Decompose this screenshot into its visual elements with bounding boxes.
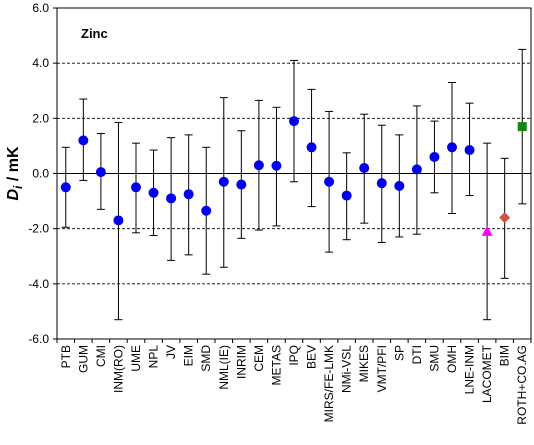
x-tick-label: JV <box>164 345 178 359</box>
x-tick-label: LACOMET <box>480 344 494 403</box>
x-tick-label: VMT/PFI <box>375 345 389 392</box>
point <box>481 225 493 236</box>
point <box>78 135 89 146</box>
x-tick-label: LNE-INM <box>463 345 477 394</box>
x-axis-ticks <box>56 339 532 343</box>
y-tick-label: -2.0 <box>28 222 49 236</box>
y-tick-label: 4.0 <box>32 56 49 70</box>
point <box>183 189 194 200</box>
point <box>95 167 106 178</box>
point <box>499 212 511 224</box>
y-tick-labels: -6.0 -4.0 -2.0 0.0 2.0 4.0 6.0 <box>28 1 49 346</box>
x-tick-label: SP <box>392 345 406 361</box>
x-tick-label: SMU <box>427 345 441 372</box>
error-bars <box>61 48 527 321</box>
x-tick-label: OMH <box>445 345 459 373</box>
point <box>411 164 422 175</box>
point <box>166 193 177 204</box>
x-tick-label: INM(RO) <box>111 345 125 393</box>
point <box>148 187 159 198</box>
x-tick-label: NPL <box>147 345 161 369</box>
x-tick-label: DTI <box>410 345 424 364</box>
point <box>253 160 264 171</box>
point <box>271 160 282 171</box>
y-axis-label-subscript: i <box>11 185 25 189</box>
x-tick-label: NMi-VSL <box>340 345 354 393</box>
point <box>447 142 457 153</box>
y-tick-label: 0.0 <box>32 167 49 181</box>
y-axis-label: Di / mK <box>5 146 25 200</box>
y-tick-label: 2.0 <box>32 111 49 125</box>
x-tick-label: ROTH+CO.AG <box>515 345 529 425</box>
point <box>341 190 352 201</box>
y-axis-label-unit: / mK <box>5 146 22 186</box>
point <box>324 176 335 187</box>
x-tick-label: UME <box>129 345 143 372</box>
x-tick-label: GUM <box>76 345 90 373</box>
y-axis-ticks <box>53 7 57 340</box>
x-tick-label: PTB <box>59 345 73 368</box>
point <box>306 142 317 153</box>
x-tick-label: MIKES <box>357 345 371 382</box>
x-tick-label: METAS <box>269 345 283 385</box>
x-tick-label: IPQ <box>287 345 301 366</box>
point <box>113 215 124 226</box>
x-tick-label: BIM <box>498 345 512 366</box>
point <box>376 178 387 189</box>
x-tick-label: BEV <box>305 345 319 369</box>
point <box>131 182 141 193</box>
x-tick-label: MIRS/FE-LMK <box>322 345 336 422</box>
y-axis-label-symbol: D <box>5 189 22 201</box>
point <box>236 179 247 190</box>
point <box>394 180 405 191</box>
x-tick-label: SMD <box>199 345 213 372</box>
x-tick-label: EIM <box>182 345 196 366</box>
data-points <box>60 116 527 236</box>
point <box>289 116 299 127</box>
point <box>517 122 527 132</box>
point <box>60 182 71 193</box>
point <box>201 205 212 216</box>
point <box>218 176 229 187</box>
x-tick-label: NML(IE) <box>217 345 231 390</box>
y-tick-label: -4.0 <box>28 277 49 291</box>
y-tick-label: -6.0 <box>28 332 49 346</box>
x-tick-label: CMI <box>94 345 108 367</box>
y-tick-label: 6.0 <box>32 1 49 15</box>
point <box>464 145 475 156</box>
x-tick-label: CEM <box>252 345 266 372</box>
x-tick-label: INRIM <box>234 345 248 379</box>
point <box>429 151 440 162</box>
point <box>359 162 370 173</box>
x-tick-labels: PTB GUM CMI INM(RO) UME NPL JV EIM SMD NML(IE) INR… <box>59 344 529 424</box>
chart-annotation: Zinc <box>81 26 108 41</box>
